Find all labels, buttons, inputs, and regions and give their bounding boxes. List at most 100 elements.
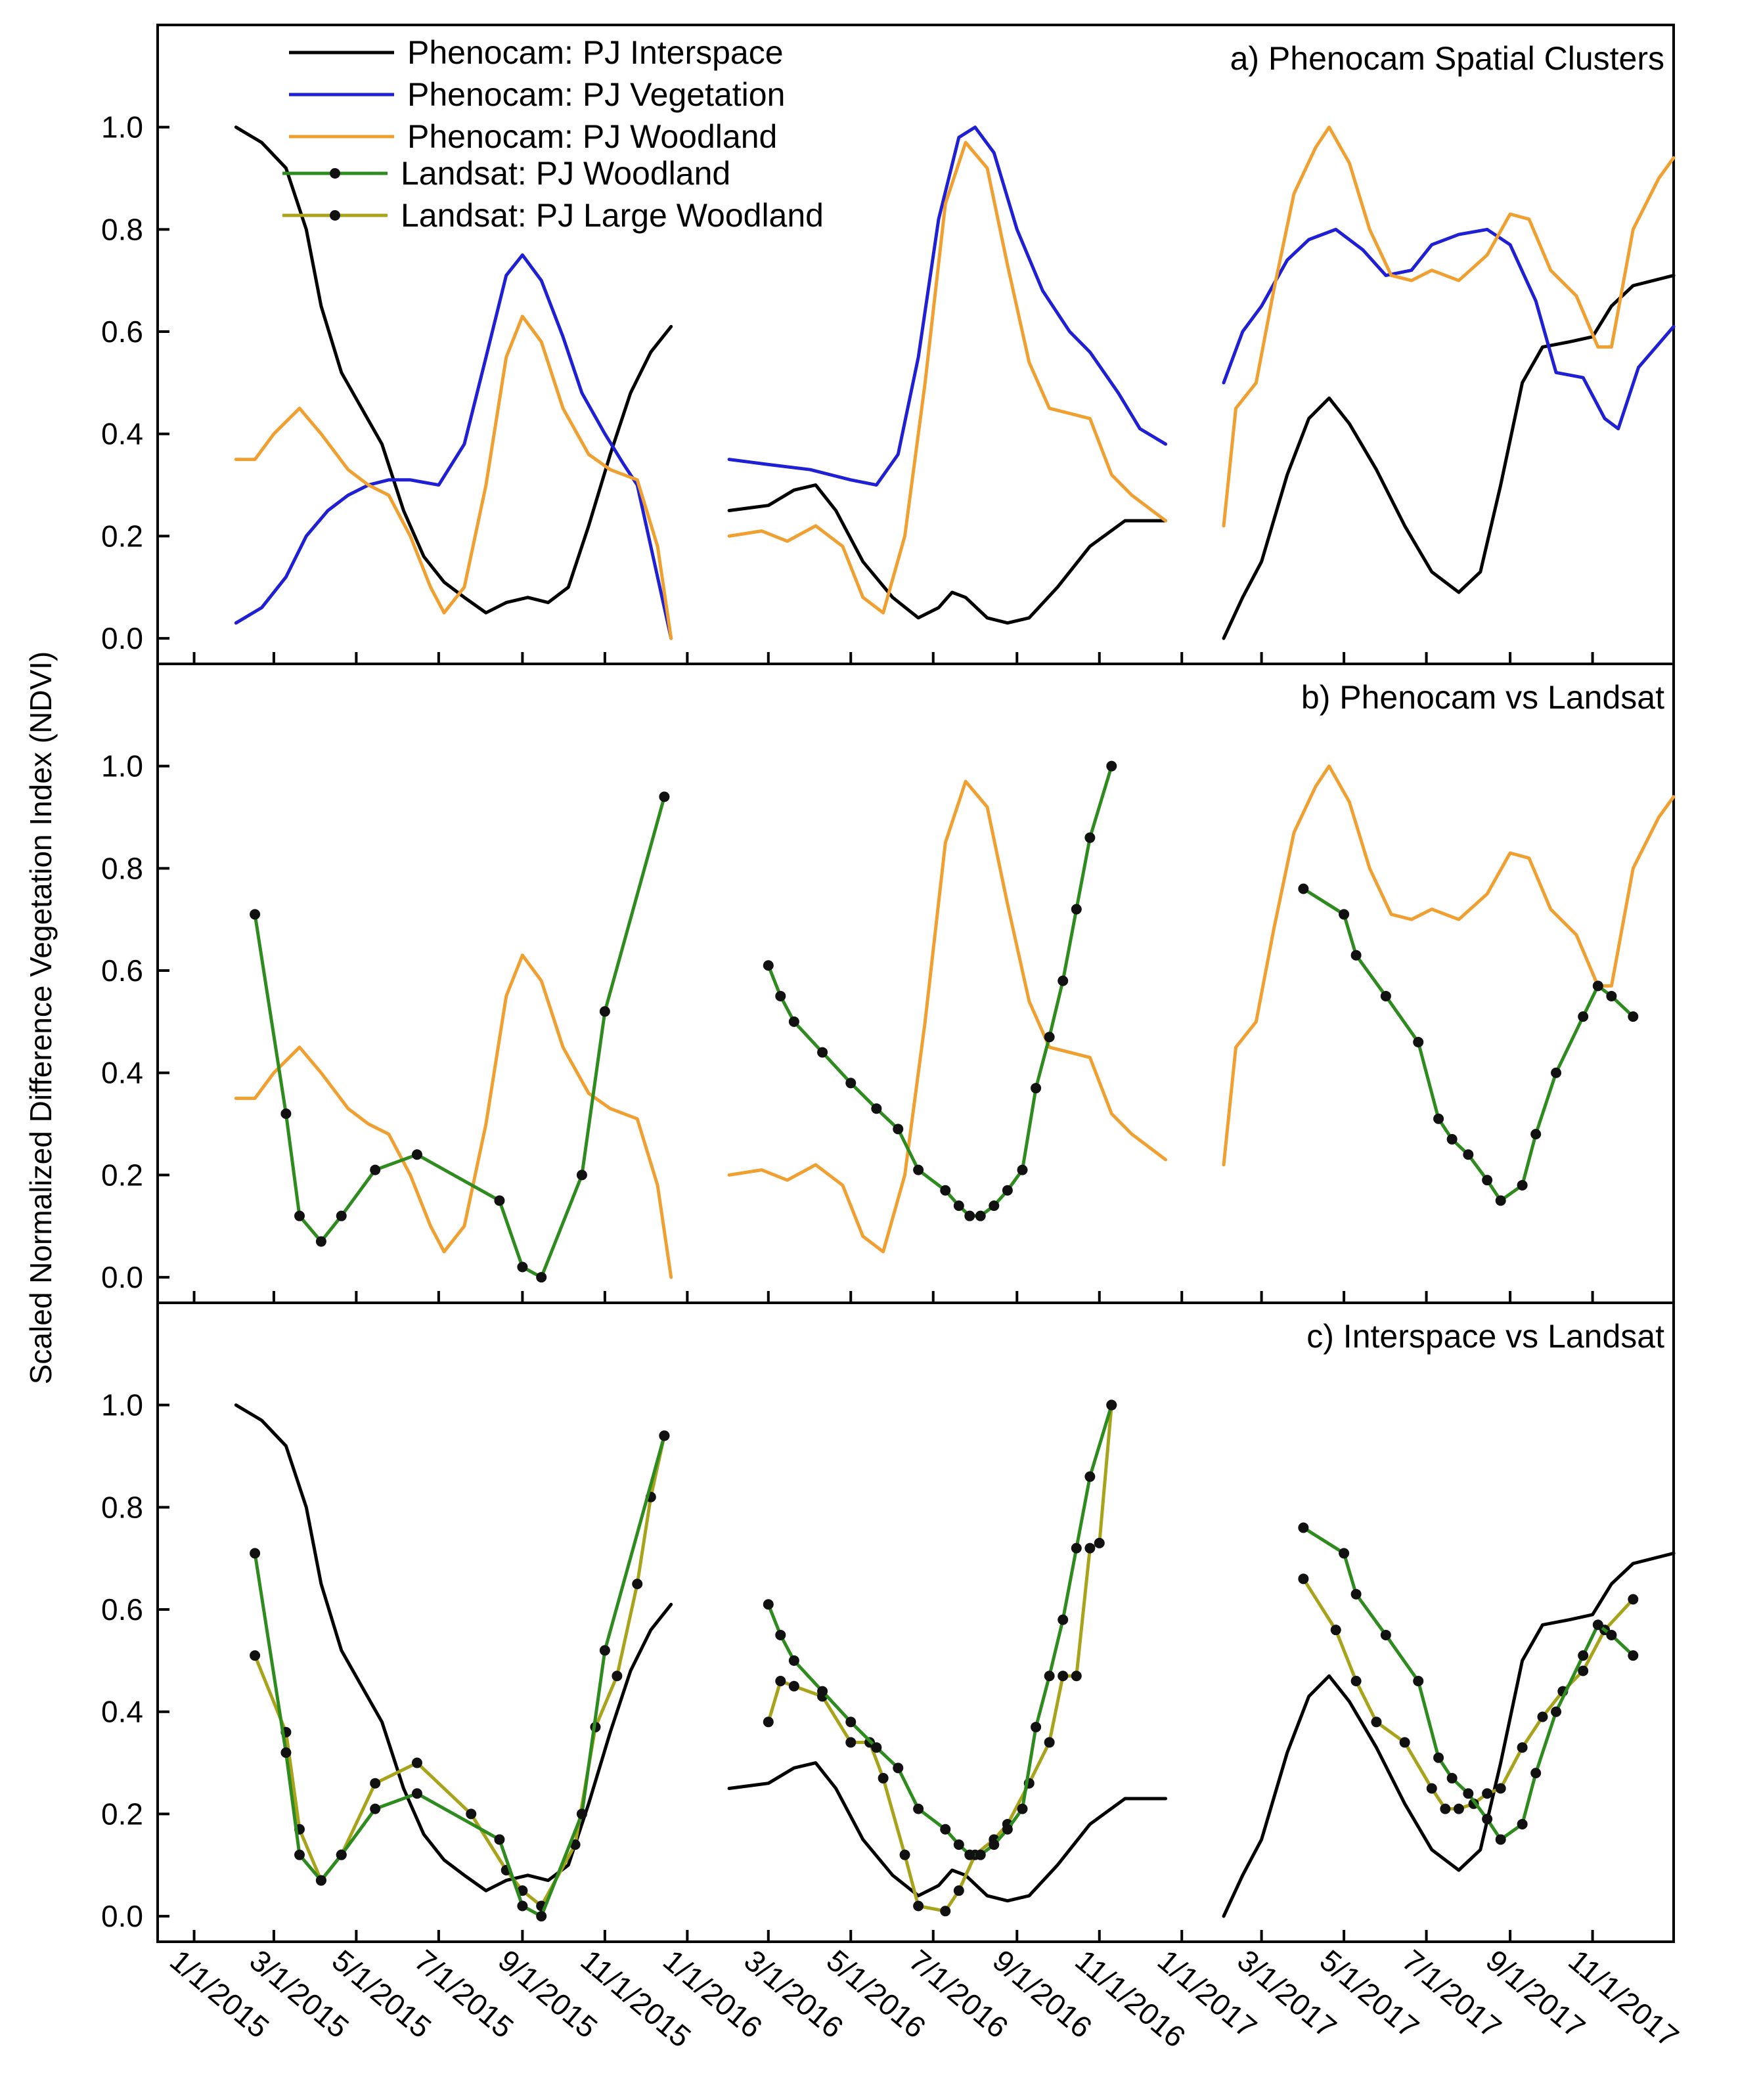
landsat-large-line	[767, 1403, 1113, 1913]
landsat-large-point	[775, 1676, 786, 1687]
landsat-large-point	[1058, 1671, 1069, 1682]
landsat-woodland-point	[250, 909, 261, 920]
landsat-woodland-point	[336, 1849, 347, 1860]
landsat-woodland-point	[1530, 1129, 1542, 1140]
landsat-woodland-point	[989, 1839, 1000, 1850]
landsat-woodland-point	[775, 1629, 786, 1640]
landsat-woodland-point	[871, 1742, 882, 1753]
landsat-woodland-point	[1551, 1067, 1562, 1078]
landsat-woodland-point	[250, 1548, 261, 1559]
landsat-woodland-point	[1413, 1037, 1424, 1048]
landsat-woodland-point	[975, 1849, 986, 1860]
y-tick-label: 0.2	[101, 519, 143, 553]
landsat-woodland-line	[767, 1403, 1113, 1857]
landsat-woodland-point	[975, 1210, 986, 1221]
landsat-woodland-point	[1446, 1772, 1458, 1783]
interspace-line	[727, 483, 1168, 625]
landsat-woodland-point	[763, 1599, 774, 1610]
landsat-large-point	[1578, 1665, 1589, 1676]
y-tick-label: 0.0	[101, 621, 143, 655]
landsat-woodland-point	[1592, 1619, 1603, 1630]
landsat-woodland-point	[599, 1645, 610, 1656]
landsat-woodland-point	[1495, 1834, 1506, 1845]
landsat-large-point	[1298, 1573, 1309, 1585]
panel-b: 0.0 0.2 0.4 0.6 0.8 1.0 b) Phenocam vs Landsat	[101, 663, 1676, 1304]
landsat-woodland-point	[940, 1824, 951, 1835]
landsat-woodland-point	[1339, 1548, 1350, 1559]
landsat-woodland-point	[1495, 1195, 1506, 1206]
landsat-woodland-point	[315, 1875, 326, 1886]
interspace-line	[1222, 1551, 1676, 1918]
panel-a: 0.0 0.2 0.4 0.6 0.8 1.0 a) Phenocam Spatial Cl…	[101, 24, 1676, 665]
landsat-woodland-point	[845, 1717, 857, 1728]
landsat-woodland-point	[411, 1788, 422, 1799]
legend-label: Phenocam: PJ Interspace	[407, 34, 784, 71]
interspace-line	[234, 1403, 673, 1892]
landsat-woodland-point	[1339, 909, 1350, 920]
landsat-woodland-point	[989, 1200, 1000, 1212]
landsat-woodland-point	[913, 1803, 924, 1814]
landsat-woodland-point	[517, 1261, 528, 1273]
landsat-woodland-point	[763, 960, 774, 971]
landsat-woodland-point	[1463, 1788, 1474, 1799]
landsat-woodland-line	[767, 764, 1113, 1218]
landsat-woodland-point	[1606, 1629, 1617, 1640]
landsat-woodland-point	[1482, 1175, 1493, 1186]
landsat-woodland-point	[964, 1210, 975, 1221]
panels: 0.0 0.2 0.4 0.6 0.8 1.0 a) Phenocam Spatial Cl…	[101, 24, 1676, 1943]
landsat-woodland-point	[536, 1911, 547, 1922]
landsat-large-point	[1094, 1537, 1105, 1548]
landsat-large-point	[1482, 1788, 1493, 1799]
y-tick-label: 0.4	[101, 417, 143, 451]
landsat-woodland-point	[788, 1655, 799, 1666]
y-axis-title: Scaled Normalized Difference Vegetation …	[24, 651, 58, 1385]
legend-label: Phenocam: PJ Vegetation	[407, 76, 785, 113]
y-tick-label: 0.6	[101, 1592, 143, 1627]
landsat-woodland-point	[893, 1124, 904, 1135]
landsat-woodland-point	[576, 1170, 587, 1181]
landsat-woodland-point	[370, 1803, 381, 1814]
landsat-large-point	[953, 1885, 964, 1896]
landsat-woodland-point	[494, 1195, 505, 1206]
landsat-large-point	[1084, 1542, 1096, 1554]
landsat-woodland-point	[1530, 1768, 1542, 1779]
legend-label: Landsat: PJ Large Woodland	[401, 197, 824, 234]
landsat-woodland-point	[336, 1210, 347, 1221]
y-tick-label: 1.0	[101, 1388, 143, 1422]
woodland-line	[1222, 125, 1676, 528]
legend-marker	[330, 168, 340, 179]
landsat-woodland-point	[411, 1149, 422, 1160]
landsat-large-point	[1453, 1803, 1464, 1814]
y-tick-label: 0.8	[101, 212, 143, 246]
landsat-woodland-line	[253, 795, 666, 1279]
landsat-woodland-point	[599, 1006, 610, 1017]
landsat-large-point	[1426, 1783, 1437, 1794]
panel-title: c) Interspace vs Landsat	[1306, 1318, 1664, 1355]
landsat-woodland-point	[1058, 975, 1069, 986]
landsat-large-point	[1628, 1594, 1639, 1605]
y-tick-label: 1.0	[101, 749, 143, 783]
landsat-woodland-point	[1433, 1113, 1444, 1124]
y-tick-label: 0.4	[101, 1695, 143, 1729]
x-axis: 1/1/20153/1/20155/1/20157/1/20159/1/2015…	[164, 1943, 1685, 2054]
landsat-large-point	[878, 1772, 889, 1783]
x-tick-label: 11/1/2017	[1562, 1943, 1685, 2054]
y-tick-label: 0.6	[101, 953, 143, 988]
landsat-woodland-point	[788, 1016, 799, 1027]
legend: Phenocam: PJ Interspace Phenocam: PJ Vege…	[282, 34, 824, 234]
landsat-woodland-point	[1578, 1650, 1589, 1661]
landsat-large-point	[612, 1671, 623, 1682]
interspace-line	[1222, 273, 1676, 640]
landsat-woodland-point	[1017, 1164, 1028, 1175]
landsat-woodland-point	[1106, 760, 1117, 772]
panel-frame	[156, 663, 1675, 1304]
landsat-large-point	[940, 1906, 951, 1917]
landsat-woodland-point	[871, 1103, 882, 1114]
woodland-line	[727, 141, 1168, 615]
panel-title: a) Phenocam Spatial Clusters	[1230, 40, 1664, 77]
landsat-woodland-point	[1446, 1133, 1458, 1145]
landsat-large-point	[1071, 1671, 1082, 1682]
panel-frame	[156, 24, 1675, 665]
landsat-large-point	[788, 1680, 799, 1692]
landsat-woodland-point	[1628, 1011, 1639, 1022]
